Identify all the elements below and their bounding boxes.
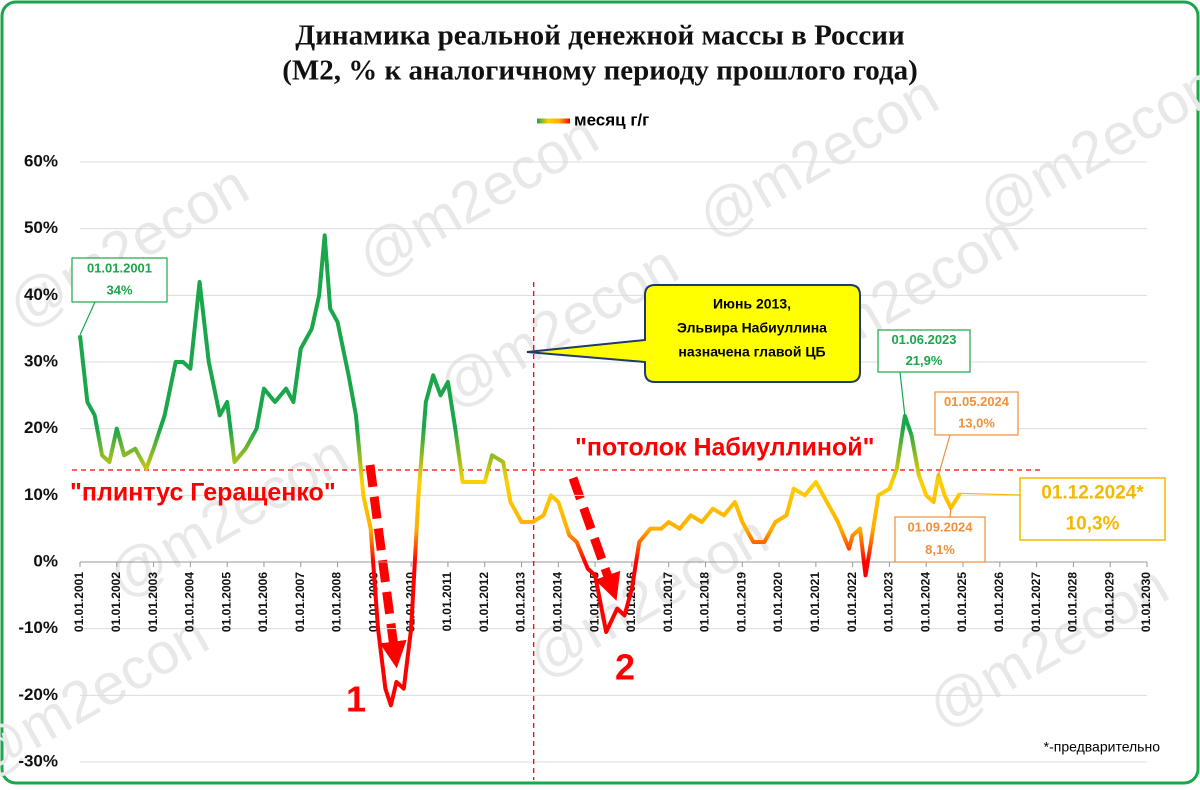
chart-title: Динамика реальной денежной массы в Росси…	[295, 20, 904, 52]
x-tick-label: 01.01.2028	[1066, 572, 1080, 632]
x-tick-label: 01.01.2027	[1029, 572, 1043, 632]
x-tick-label: 01.01.2030	[1139, 572, 1153, 632]
callout-pointer	[899, 371, 906, 417]
x-tick-label: 01.01.2008	[330, 572, 344, 632]
annotation: 1	[346, 679, 366, 720]
x-tick-label: 01.01.2025	[955, 572, 969, 632]
callout-text: 01.09.2024	[907, 520, 973, 535]
x-tick-label: 01.01.2017	[661, 572, 675, 632]
x-tick-label: 01.01.2026	[992, 572, 1006, 632]
callout-text: 34%	[106, 282, 132, 297]
bubble-text: назначена главой ЦБ	[678, 344, 825, 360]
callout-pointer	[949, 507, 952, 518]
arrow	[568, 476, 621, 601]
y-tick-label: 20%	[24, 418, 58, 437]
y-tick-label: 0%	[33, 551, 58, 570]
callout-text: 21,9%	[906, 353, 943, 368]
legend-label: месяц г/г	[574, 110, 649, 129]
y-tick-label: 60%	[24, 151, 58, 170]
x-tick-label: 01.01.2007	[293, 572, 307, 632]
bubble-text: Июнь 2013,	[713, 296, 791, 312]
speech-bubble	[526, 284, 861, 383]
annotation: "плинтус Геращенко"	[70, 479, 336, 507]
y-tick-label: 50%	[24, 218, 58, 237]
x-tick-label: 01.01.2016	[624, 572, 638, 632]
bubble-text: Эльвира Набиуллина	[677, 320, 827, 336]
x-tick-label: 01.01.2020	[771, 572, 785, 632]
y-tick-label: -10%	[18, 618, 58, 637]
x-tick-label: 01.01.2021	[808, 572, 822, 632]
y-tick-label: 10%	[24, 485, 58, 504]
y-tick-label: 30%	[24, 351, 58, 370]
callout-text: 8,1%	[925, 542, 955, 557]
callout-text: 10,3%	[1066, 514, 1120, 535]
callout-text: 01.01.2001	[87, 260, 152, 275]
callout-box	[877, 329, 971, 373]
callout-text: 01.05.2024	[944, 394, 1010, 409]
annotation: "потолок Набиуллиной"	[575, 434, 875, 462]
x-tick-label: 01.01.2001	[72, 572, 86, 632]
x-tick-label: 01.01.2004	[183, 572, 197, 632]
callout-pointer	[960, 492, 1021, 496]
callout-text: 13,0%	[958, 416, 995, 431]
callout-text: 01.12.2024*	[1041, 483, 1144, 504]
x-tick-label: 01.01.2011	[440, 572, 454, 632]
x-tick-label: 01.01.2005	[219, 572, 233, 632]
y-tick-label: -30%	[18, 751, 58, 770]
x-tick-label: 01.01.2022	[845, 572, 859, 632]
callout-box	[71, 257, 168, 303]
y-tick-label: -20%	[18, 685, 58, 704]
callout-text: 01.06.2023	[891, 332, 956, 347]
callout-box	[1019, 477, 1166, 541]
callout-box	[934, 391, 1019, 436]
x-tick-label: 01.01.2002	[109, 572, 123, 632]
x-tick-label: 01.01.2019	[734, 572, 748, 632]
x-tick-label: 01.01.2013	[514, 572, 528, 632]
annotation: 2	[615, 647, 635, 688]
x-tick-label: 01.01.2014	[550, 572, 564, 632]
footnote: *-предварительно	[1044, 739, 1161, 755]
y-tick-label: 40%	[24, 285, 58, 304]
callout-box	[894, 516, 986, 563]
chart-subtitle: (М2, % к аналогичному периоду прошлого г…	[282, 55, 918, 87]
x-tick-label: 01.01.2023	[882, 572, 896, 632]
x-tick-label: 01.01.2029	[1102, 572, 1116, 632]
callout-pointer	[937, 434, 951, 476]
series-line	[78, 233, 962, 708]
x-tick-label: 01.01.2018	[698, 572, 712, 632]
x-tick-label: 01.01.2024	[918, 572, 932, 632]
x-tick-label: 01.01.2012	[477, 572, 491, 632]
callout-pointer	[79, 301, 96, 336]
x-tick-label: 01.01.2006	[256, 572, 270, 632]
x-tick-label: 01.01.2003	[146, 572, 160, 632]
